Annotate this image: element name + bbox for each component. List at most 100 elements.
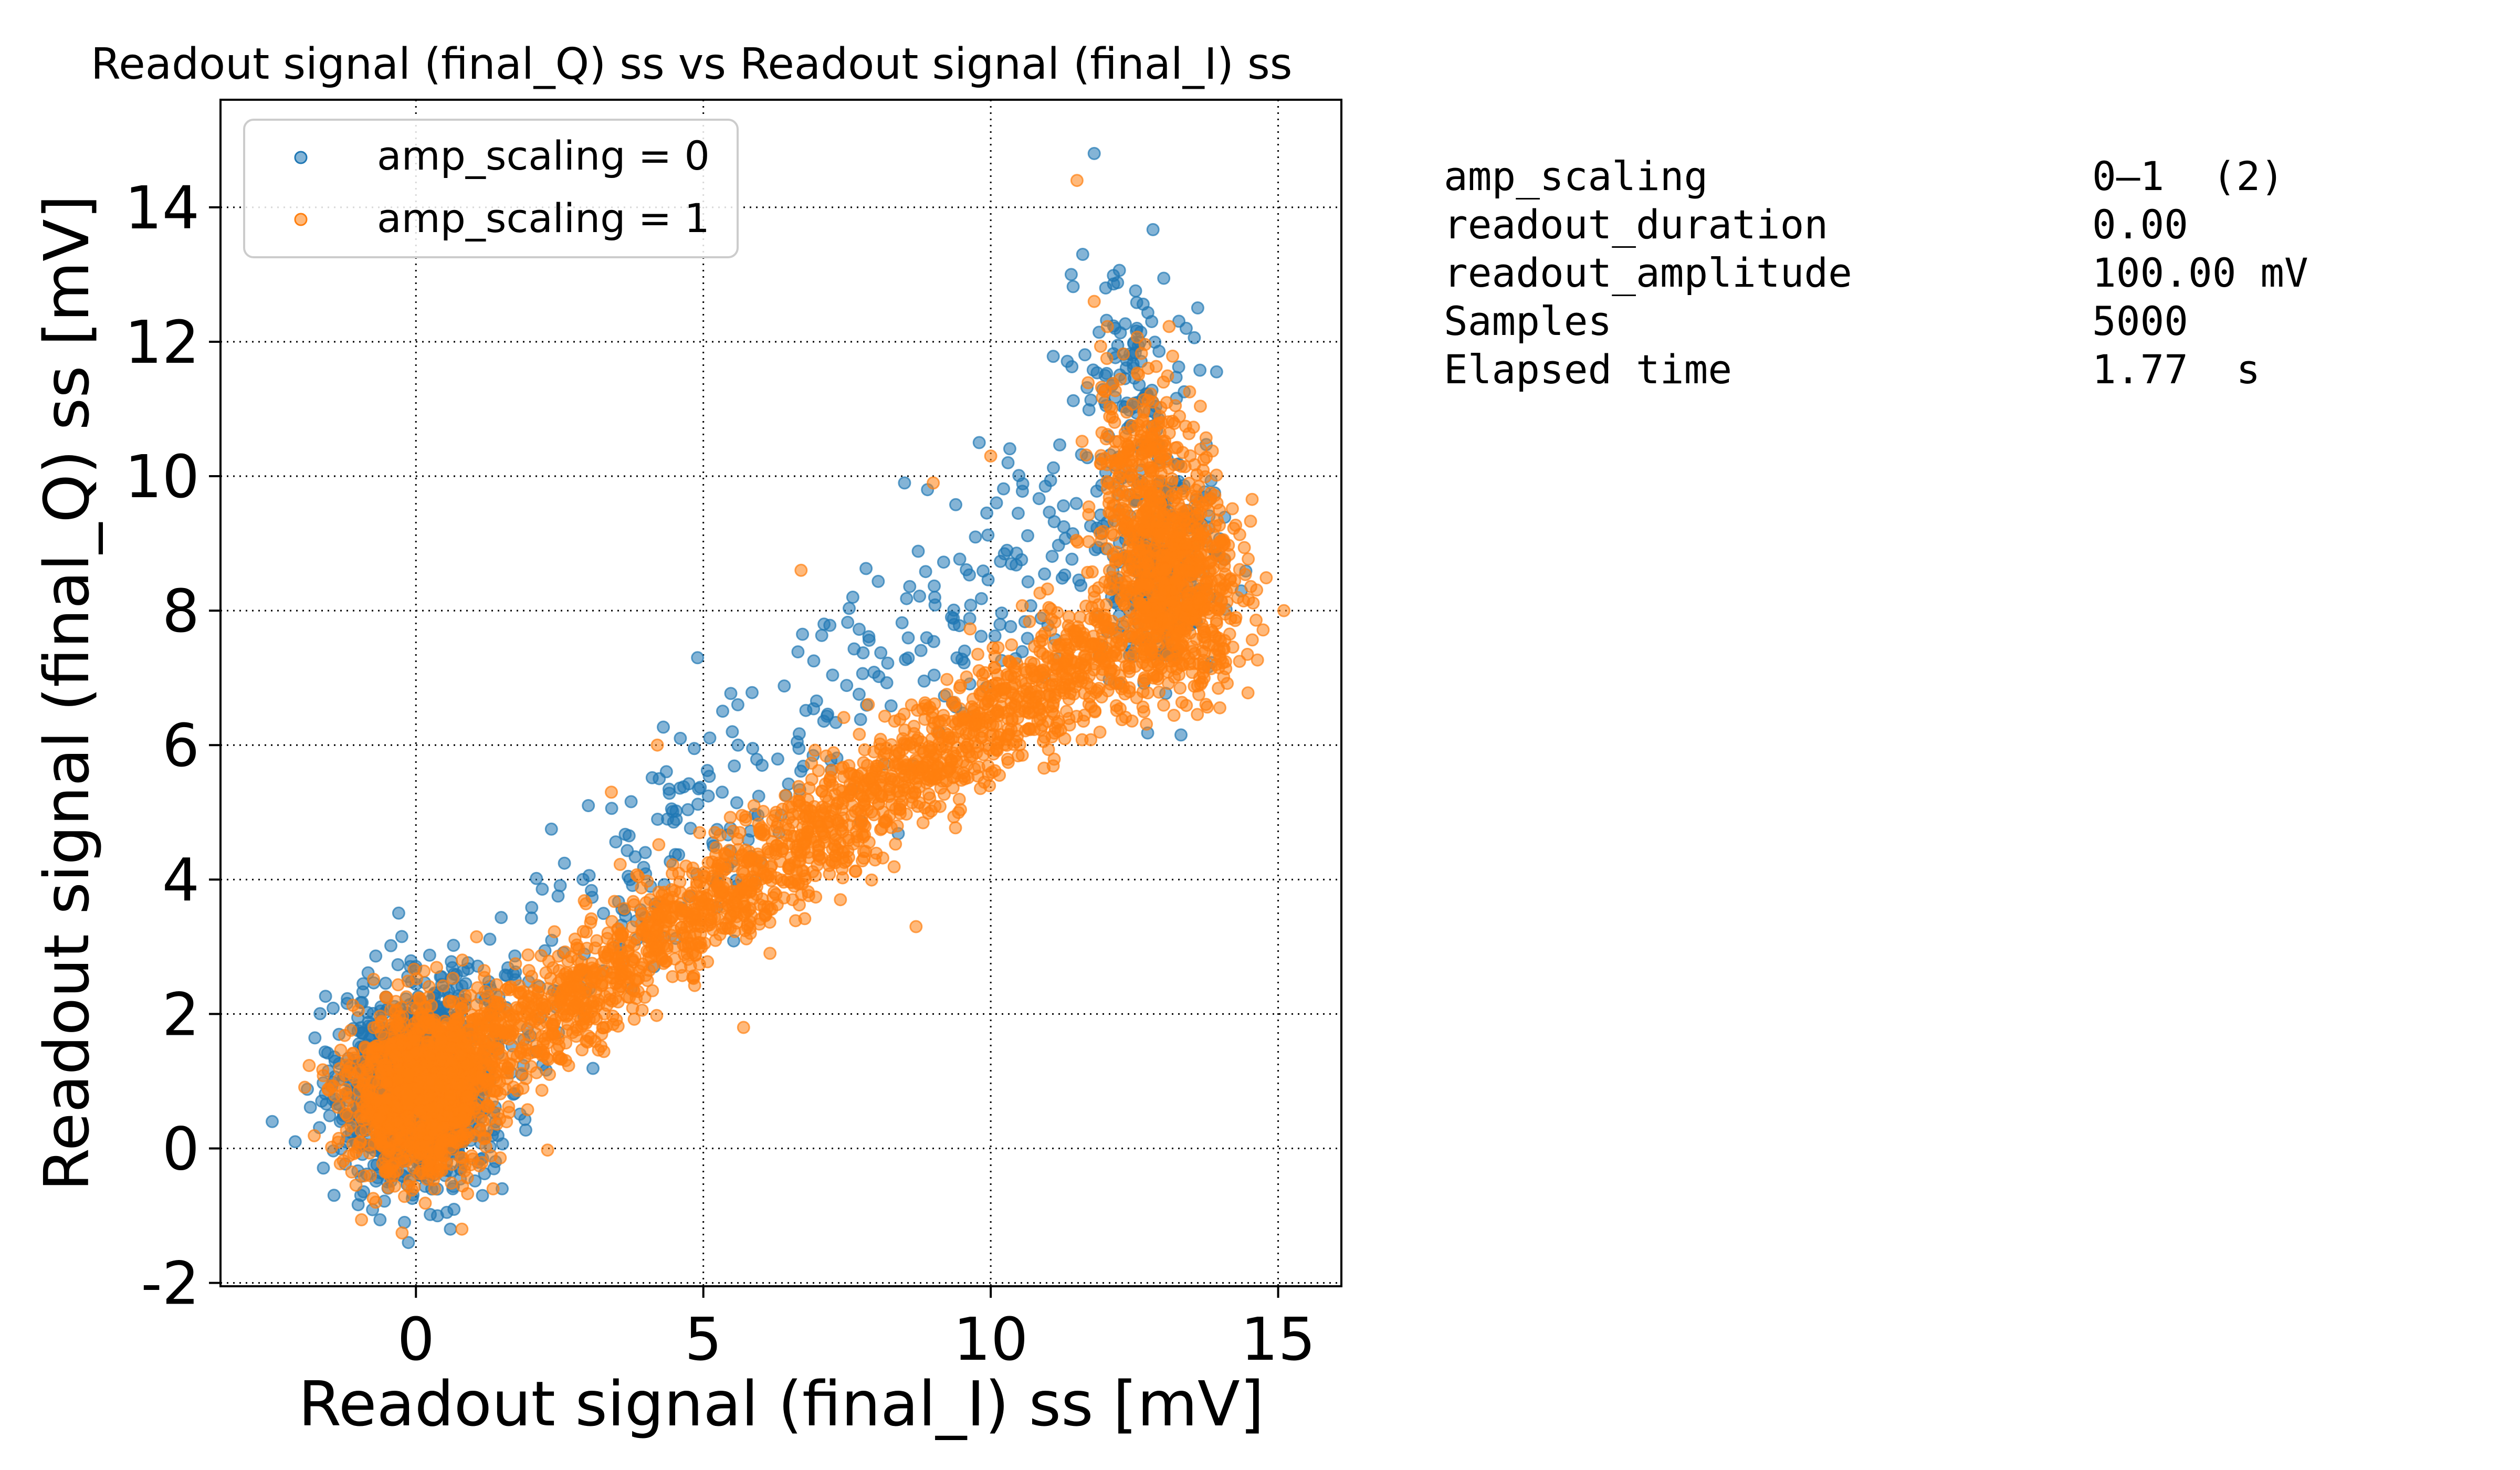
scatter-point [419, 1139, 433, 1152]
scatter-point [1175, 696, 1189, 709]
scatter-point [881, 656, 895, 670]
scatter-point [440, 1157, 453, 1170]
scatter-point [852, 687, 866, 701]
scatter-point [1143, 609, 1157, 623]
scatter-point [1000, 543, 1014, 557]
scatter-point [1076, 248, 1089, 261]
scatter-point [1064, 268, 1078, 281]
scatter-point [1183, 385, 1196, 398]
scatter-point [917, 674, 931, 688]
scatter-point [1152, 685, 1166, 699]
scatter-point [700, 764, 714, 778]
scatter-point [1103, 582, 1117, 596]
scatter-point [1244, 514, 1257, 528]
scatter-point [1168, 670, 1181, 684]
scatter-point [796, 627, 810, 641]
scatter-point [763, 947, 777, 960]
scatter-point [319, 990, 332, 1003]
scatter-point [1244, 580, 1257, 593]
scatter-point [1140, 456, 1153, 469]
scatter-point [414, 1164, 428, 1178]
scatter-point [356, 985, 370, 999]
scatter-point [323, 1109, 337, 1122]
scatter-point [1161, 369, 1174, 383]
scatter-point [331, 1100, 345, 1114]
scatter-point [1213, 701, 1226, 715]
scatter-point [1212, 681, 1225, 695]
scatter-point [308, 1031, 322, 1045]
scatter-point [1121, 629, 1135, 643]
scatter-point [974, 592, 988, 605]
scatter-point [1069, 497, 1083, 510]
scatter-point [1141, 362, 1155, 375]
scatter-point [541, 1143, 554, 1157]
scatter-point [1158, 584, 1171, 597]
scatter-point [1145, 315, 1159, 328]
scatter-point [817, 617, 831, 631]
scatter-point [960, 563, 973, 576]
scatter-point [964, 598, 978, 612]
scatter-point [1066, 280, 1080, 293]
scatter-point [673, 781, 687, 795]
scatter-point [1140, 419, 1154, 433]
scatter-point [1100, 352, 1114, 365]
scatter-point [1066, 394, 1080, 407]
scatter-point [1100, 482, 1114, 496]
scatter-point [843, 602, 856, 615]
scatter-point [1202, 494, 1215, 507]
scatter-point [1141, 686, 1154, 700]
scatter-point [657, 720, 670, 734]
scatter-point [480, 1099, 494, 1113]
scatter-point [834, 893, 847, 907]
scatter-point [351, 1198, 365, 1212]
scatter-point [393, 1131, 407, 1145]
scatter-point [1233, 655, 1246, 668]
scatter-point [401, 974, 415, 988]
scatter-point [703, 731, 717, 745]
scatter-point [392, 906, 405, 920]
scatter-point [1096, 391, 1109, 404]
scatter-point [355, 1213, 369, 1226]
scatter-point [1132, 541, 1146, 555]
scatter-point [1183, 449, 1197, 463]
scatter-point [1082, 535, 1095, 549]
scatter-point [914, 644, 928, 657]
scatter-point [872, 574, 885, 588]
scatter-point [1245, 633, 1259, 647]
scatter-point [430, 961, 444, 974]
scatter-point [1238, 568, 1252, 581]
scatter-point [303, 1100, 317, 1114]
scatter-point [551, 889, 565, 903]
scatter-point [750, 752, 763, 766]
scatter-point [659, 765, 673, 779]
scatter-point [900, 592, 914, 605]
scatter-point [345, 1165, 359, 1179]
scatter-point [1169, 441, 1182, 455]
scatter-point [433, 1145, 446, 1159]
scatter-point [418, 1001, 432, 1014]
scatter-point [403, 1174, 417, 1187]
scatter-point [1001, 456, 1015, 469]
scatter-point [1129, 564, 1142, 578]
scatter-point [1210, 468, 1223, 482]
scatter-point [1136, 297, 1150, 311]
scatter-point [1120, 550, 1134, 563]
scatter-point [716, 705, 729, 718]
scatter-point [544, 822, 558, 836]
scatter-point [1151, 638, 1165, 652]
scatter-point [1229, 611, 1243, 624]
scatter-point [928, 579, 941, 593]
scatter-point [430, 1209, 444, 1223]
scatter-point [349, 1178, 363, 1192]
scatter-point [365, 1087, 378, 1100]
scatter-point [1208, 601, 1222, 615]
scatter-point [1199, 698, 1213, 711]
scatter-point [373, 1010, 387, 1023]
scatter-point [1191, 708, 1204, 721]
scatter-point [846, 591, 859, 604]
scatter-point [920, 631, 933, 645]
scatter-point [1112, 471, 1126, 485]
scatter-point [401, 1091, 414, 1105]
scatter-point [1096, 524, 1110, 538]
scatter-point [731, 738, 745, 752]
